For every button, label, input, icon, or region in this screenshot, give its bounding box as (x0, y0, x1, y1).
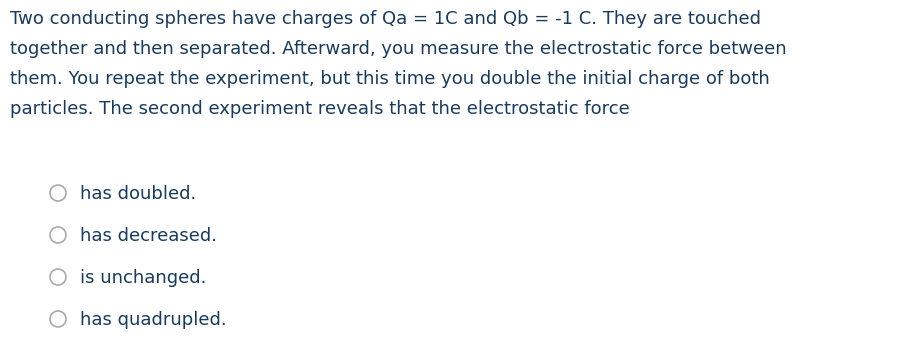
Text: is unchanged.: is unchanged. (80, 269, 206, 287)
Text: together and then separated. Afterward, you measure the electrostatic force betw: together and then separated. Afterward, … (10, 40, 786, 58)
Text: has doubled.: has doubled. (80, 185, 196, 203)
Text: Two conducting spheres have charges of Qa = 1C and Qb = -1 C. They are touched: Two conducting spheres have charges of Q… (10, 10, 760, 28)
Text: has quadrupled.: has quadrupled. (80, 311, 226, 329)
Text: particles. The second experiment reveals that the electrostatic force: particles. The second experiment reveals… (10, 100, 630, 118)
Text: has decreased.: has decreased. (80, 227, 217, 245)
Text: them. You repeat the experiment, but this time you double the initial charge of : them. You repeat the experiment, but thi… (10, 70, 769, 88)
